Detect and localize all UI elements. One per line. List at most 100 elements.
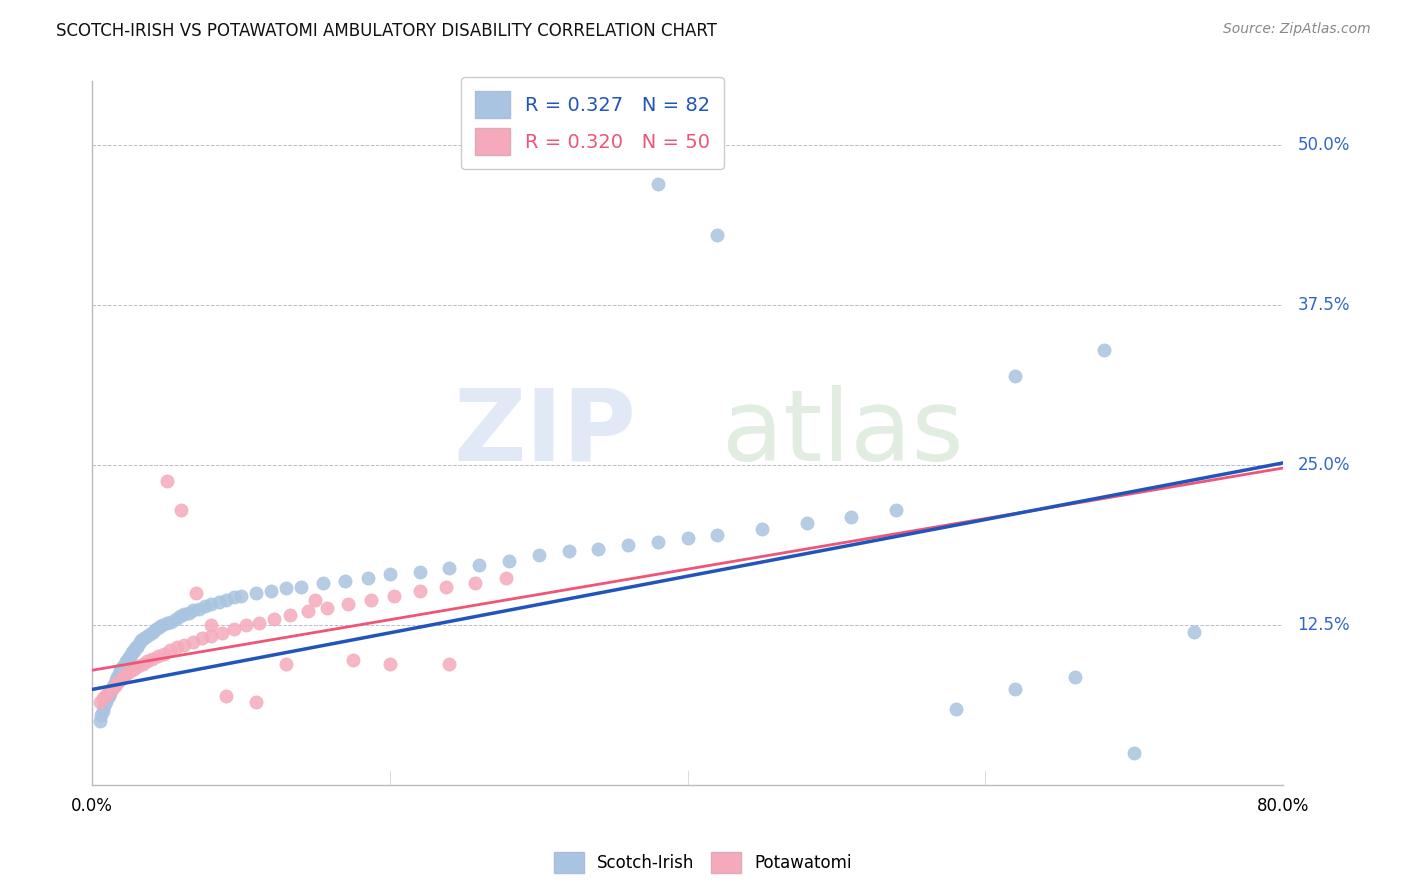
Point: [706, 228, 728, 243]
Point: [146, 649, 169, 664]
Point: [177, 606, 200, 620]
Point: [647, 535, 669, 549]
Point: [173, 607, 195, 621]
Point: [588, 541, 610, 556]
Point: [89, 714, 111, 729]
Point: [200, 629, 222, 643]
Point: [211, 626, 233, 640]
Point: [127, 659, 149, 673]
Point: [118, 665, 141, 679]
Point: [222, 622, 245, 636]
Point: [142, 624, 165, 639]
Point: [114, 657, 136, 671]
Point: [136, 629, 159, 643]
Point: [378, 567, 401, 582]
Point: [382, 589, 405, 603]
Point: [141, 651, 163, 665]
Point: [260, 583, 283, 598]
Point: [128, 635, 150, 649]
Point: [527, 548, 550, 562]
Point: [145, 622, 167, 636]
Point: [94, 688, 117, 702]
Point: [93, 699, 115, 714]
Point: [152, 647, 174, 661]
Point: [297, 604, 319, 618]
Point: [91, 704, 114, 718]
Point: [139, 627, 162, 641]
Point: [274, 582, 297, 596]
Text: ZIP: ZIP: [453, 385, 636, 482]
Point: [150, 618, 173, 632]
Point: [312, 576, 335, 591]
Point: [103, 679, 125, 693]
Point: [134, 632, 156, 646]
Point: [706, 527, 728, 541]
Point: [122, 644, 145, 658]
Legend: R = 0.327   N = 82, R = 0.320   N = 50: R = 0.327 N = 82, R = 0.320 N = 50: [461, 77, 724, 169]
Point: [335, 574, 357, 588]
Point: [1182, 624, 1205, 639]
Point: [136, 654, 159, 668]
Text: atlas: atlas: [721, 385, 963, 482]
Point: [191, 632, 214, 646]
Point: [378, 657, 401, 671]
Point: [121, 645, 143, 659]
Point: [101, 679, 124, 693]
Point: [112, 670, 135, 684]
Point: [1094, 343, 1116, 358]
Point: [90, 708, 112, 723]
Point: [97, 685, 120, 699]
Point: [498, 554, 520, 568]
Point: [360, 592, 382, 607]
Point: [110, 663, 132, 677]
Point: [222, 591, 245, 605]
Text: SCOTCH-IRISH VS POTAWATOMI AMBULATORY DISABILITY CORRELATION CHART: SCOTCH-IRISH VS POTAWATOMI AMBULATORY DI…: [56, 22, 717, 40]
Point: [215, 592, 238, 607]
Point: [107, 670, 129, 684]
Point: [125, 640, 148, 655]
Text: Source: ZipAtlas.com: Source: ZipAtlas.com: [1223, 22, 1371, 37]
Point: [160, 615, 183, 629]
Point: [274, 657, 297, 671]
Point: [1123, 747, 1146, 761]
Point: [173, 638, 195, 652]
Point: [127, 638, 149, 652]
Point: [115, 667, 138, 681]
Point: [215, 689, 238, 703]
Point: [751, 523, 773, 537]
Point: [156, 474, 179, 488]
Point: [229, 589, 252, 603]
Point: [676, 532, 699, 546]
Point: [245, 586, 267, 600]
Point: [91, 691, 114, 706]
Point: [436, 580, 458, 594]
Point: [439, 561, 461, 575]
Text: 50.0%: 50.0%: [1298, 136, 1350, 154]
Point: [96, 691, 118, 706]
Point: [464, 576, 486, 591]
Text: 37.5%: 37.5%: [1298, 296, 1350, 315]
Point: [108, 667, 131, 681]
Point: [408, 565, 430, 579]
Point: [247, 615, 270, 630]
Point: [557, 544, 579, 558]
Point: [316, 600, 339, 615]
Point: [120, 648, 142, 662]
Point: [131, 632, 153, 647]
Point: [103, 676, 125, 690]
Point: [304, 592, 326, 607]
Point: [105, 673, 128, 688]
Point: [117, 651, 139, 665]
Point: [841, 509, 863, 524]
Point: [97, 689, 120, 703]
Point: [100, 682, 122, 697]
Point: [495, 571, 517, 585]
Point: [165, 612, 187, 626]
Point: [186, 586, 208, 600]
Text: 12.5%: 12.5%: [1298, 616, 1350, 634]
Point: [278, 608, 301, 623]
Text: 25.0%: 25.0%: [1298, 457, 1350, 475]
Point: [617, 538, 640, 552]
Point: [884, 503, 907, 517]
Point: [208, 595, 231, 609]
